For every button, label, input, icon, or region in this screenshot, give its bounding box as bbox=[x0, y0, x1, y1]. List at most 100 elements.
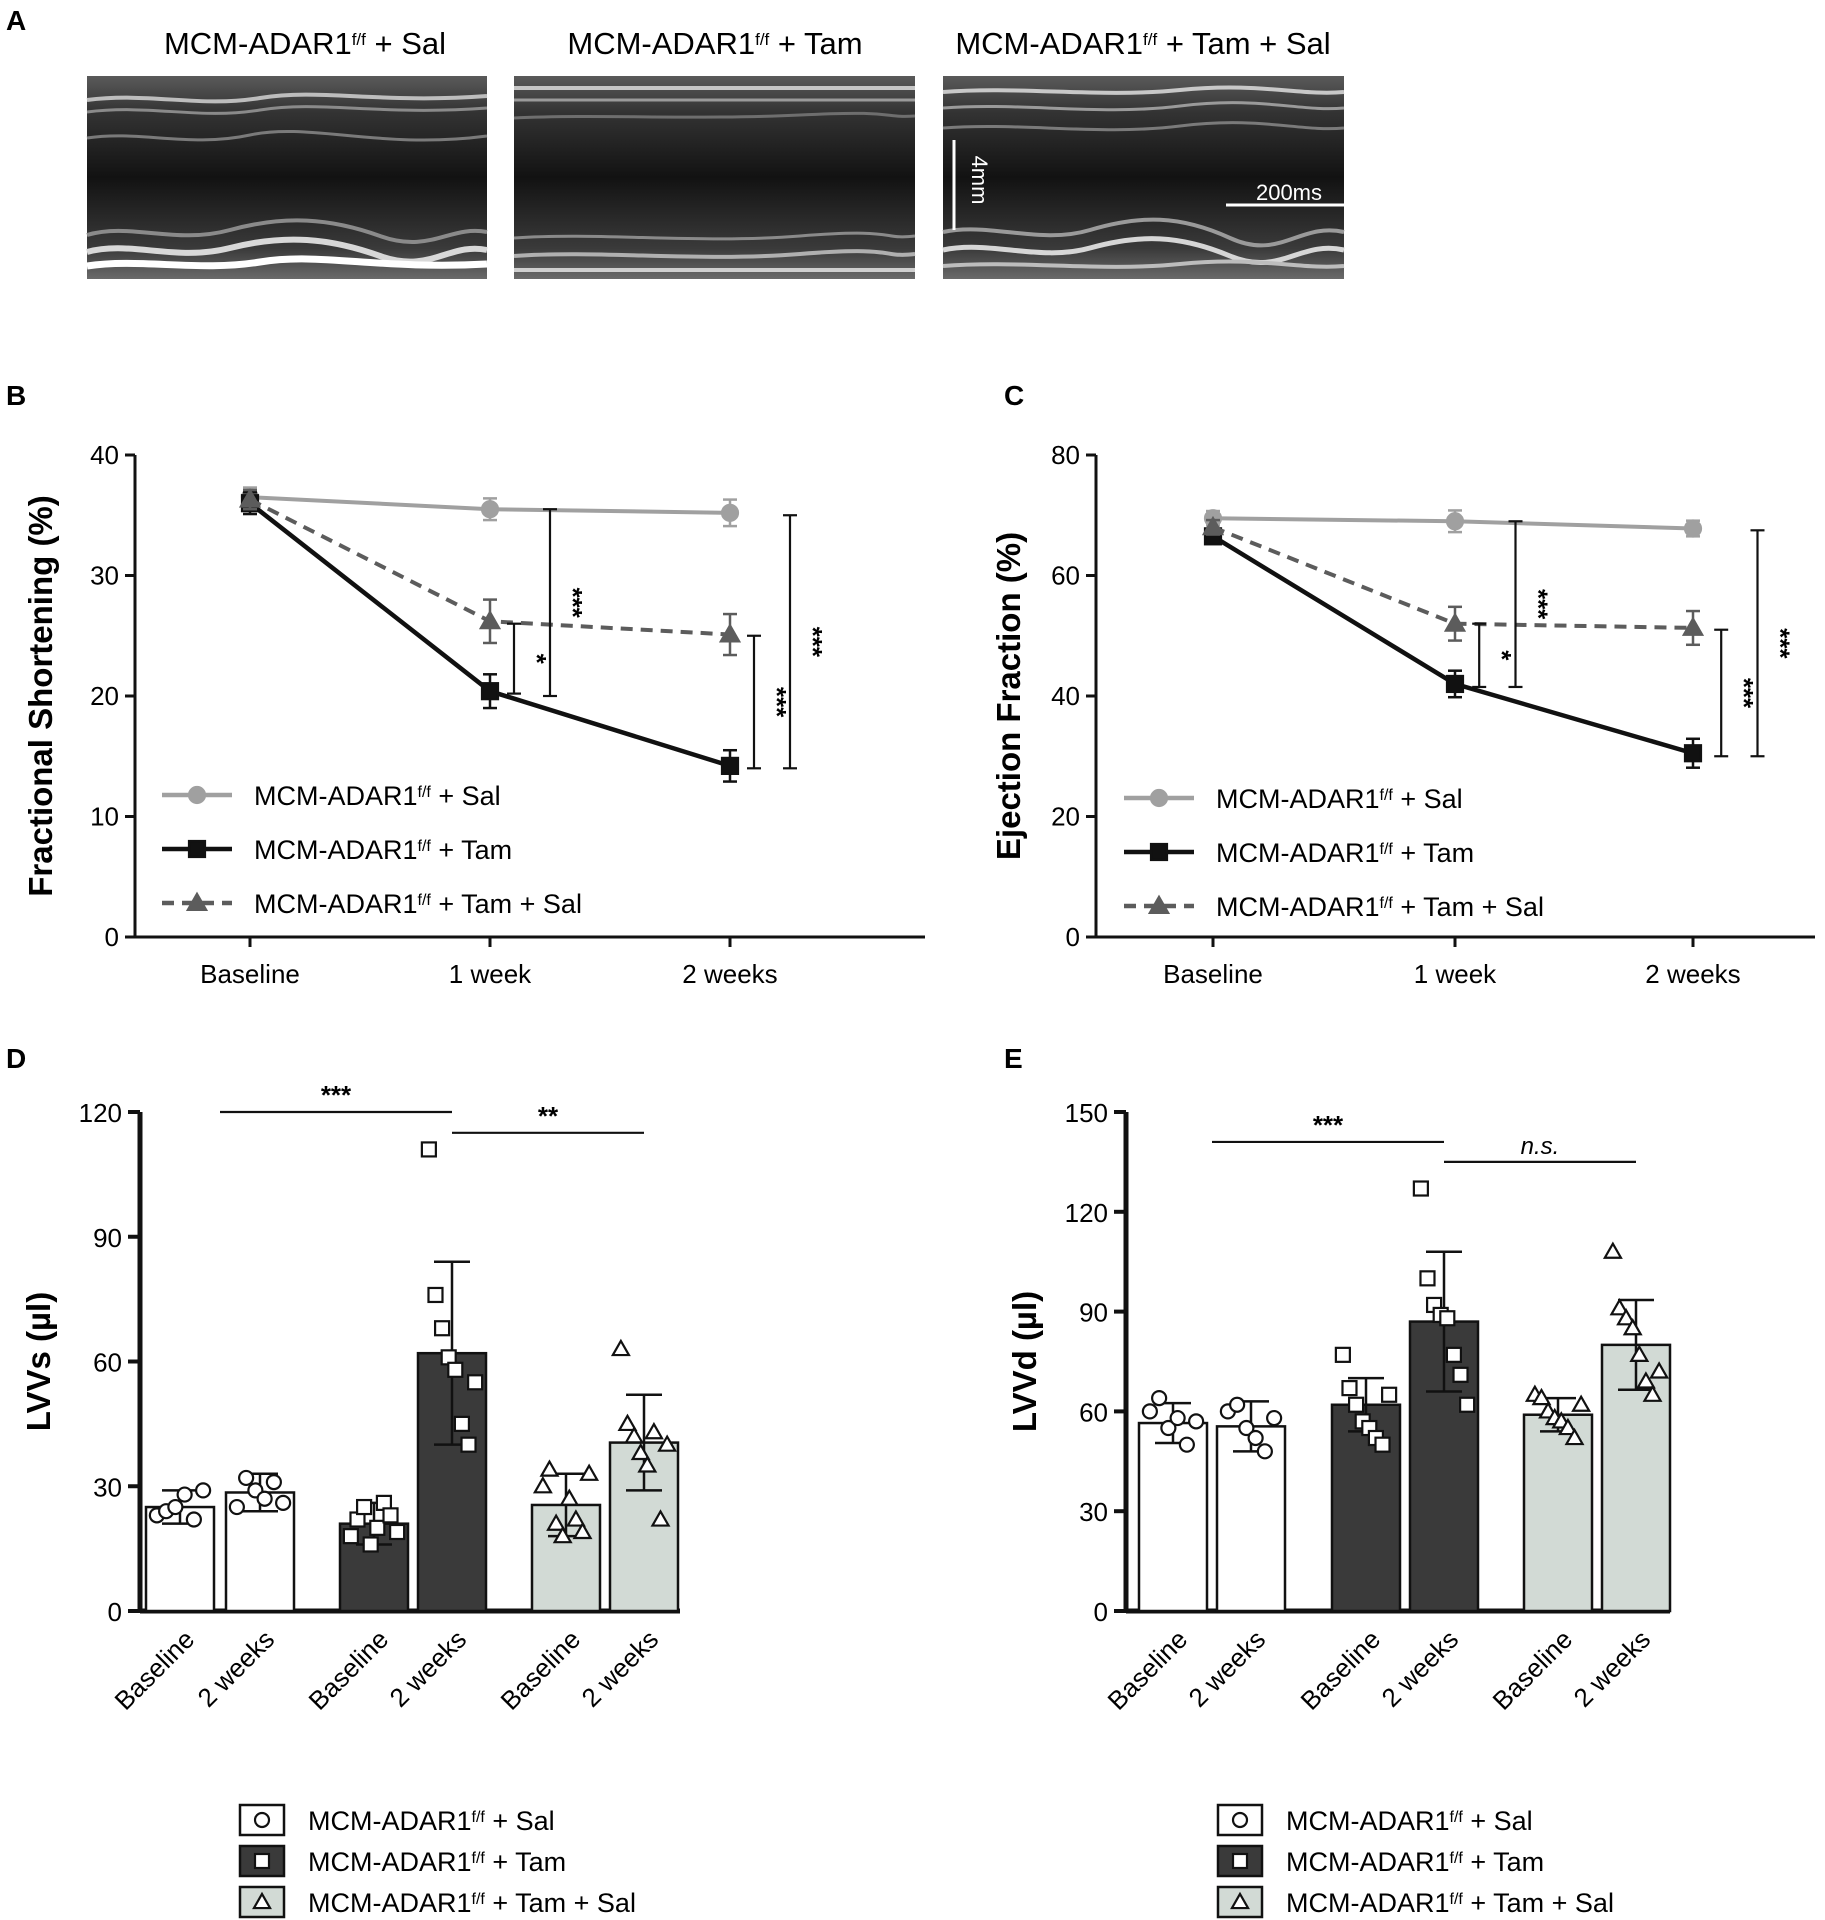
data-point-tam bbox=[433, 1320, 451, 1337]
bar-group-1 bbox=[144, 1482, 216, 1613]
x-tick-label: Baseline bbox=[1487, 1624, 1579, 1716]
data-point-tamsal bbox=[1681, 616, 1705, 636]
data-point-sal bbox=[1445, 512, 1465, 531]
panel-b-fractional-shortening-chart: B 0 10 20 30 40 Baseline 1 week 2 weeks Fractiona… bbox=[6, 380, 925, 989]
data-point-sal bbox=[275, 1494, 292, 1511]
legend-label-tamsal: MCM-ADAR1f/f + Tam + Sal bbox=[1286, 1888, 1614, 1918]
significance-bracket: ** bbox=[452, 1101, 644, 1134]
y-tick-label: 120 bbox=[79, 1098, 122, 1128]
data-point-tamsal bbox=[532, 1475, 553, 1494]
data-point-sal bbox=[1178, 1436, 1195, 1453]
series-sal bbox=[1203, 509, 1703, 538]
data-point-tam bbox=[1683, 744, 1703, 763]
bar-group-3 bbox=[1330, 1346, 1402, 1613]
series-line-tam bbox=[1211, 534, 1694, 756]
data-point-sal bbox=[228, 1498, 245, 1516]
significance-bracket: * bbox=[1472, 622, 1517, 689]
significance-label: *** bbox=[1729, 678, 1759, 709]
legend-label-tam: MCM-ADAR1f/f + Tam bbox=[1216, 838, 1474, 868]
data-point-tamsal bbox=[610, 1338, 631, 1357]
y-tick-label: 0 bbox=[105, 922, 119, 952]
x-tick-label: Baseline bbox=[1163, 959, 1263, 989]
panel-letter: B bbox=[6, 380, 26, 411]
data-point-tamsal bbox=[643, 1421, 664, 1440]
legend-label-sal: MCM-ADAR1f/f + Sal bbox=[1286, 1806, 1533, 1836]
x-tick-label: 1 week bbox=[1414, 959, 1497, 989]
y-axis-title: LVVs (µl) bbox=[20, 1292, 57, 1431]
data-point-tam bbox=[1445, 1346, 1463, 1363]
data-point-sal bbox=[720, 503, 740, 522]
bar-group-1 bbox=[1137, 1389, 1209, 1613]
y-tick-label: 40 bbox=[1051, 681, 1080, 711]
data-point-sal bbox=[195, 1482, 212, 1499]
legend-label-tamsal: MCM-ADAR1f/f + Tam + Sal bbox=[308, 1888, 636, 1918]
scale-label-horizontal: 200ms bbox=[1256, 180, 1322, 205]
echo-title-3: MCM-ADAR1f/f + Tam + Sal bbox=[955, 26, 1330, 61]
bar-group-3 bbox=[338, 1494, 410, 1613]
legend-label-tam: MCM-ADAR1f/f + Tam bbox=[1286, 1847, 1544, 1877]
data-point-tamsal bbox=[1571, 1394, 1592, 1412]
series-tam bbox=[1203, 527, 1703, 769]
echo-image-1: MCM-ADAR1f/f + Sal bbox=[86, 26, 488, 279]
bar-group-5 bbox=[530, 1459, 602, 1613]
data-point-tamsal bbox=[1602, 1241, 1623, 1259]
significance-label: ** bbox=[538, 1101, 559, 1131]
panel-a: A MCM-ADAR1f/f + Sal MCM-ADAR1f/f + Tam … bbox=[6, 5, 1345, 279]
significance-bracket: n.s. bbox=[1444, 1133, 1636, 1164]
echo-image-3: MCM-ADAR1f/f + Tam + Sal 4mm 200ms bbox=[942, 26, 1345, 279]
x-tick-label: Baseline bbox=[1295, 1624, 1387, 1716]
y-tick-label: 0 bbox=[1066, 922, 1080, 952]
data-point-sal bbox=[1141, 1403, 1158, 1420]
data-point-sal bbox=[1247, 1429, 1264, 1447]
x-tick-label: Baseline bbox=[495, 1624, 587, 1716]
y-tick-label: 20 bbox=[90, 681, 119, 711]
data-point-tam bbox=[447, 1361, 464, 1378]
data-point-tamsal bbox=[572, 1521, 593, 1540]
significance-label: *** bbox=[1313, 1110, 1344, 1140]
data-point-tam bbox=[1439, 1310, 1456, 1327]
x-tick-label: 2 weeks bbox=[682, 959, 777, 989]
legend-label-tam: MCM-ADAR1f/f + Tam bbox=[254, 835, 512, 865]
series-tamsal bbox=[238, 488, 742, 657]
data-point-tam bbox=[1412, 1180, 1429, 1197]
data-point-tam bbox=[1341, 1380, 1358, 1397]
data-point-tamsal bbox=[1629, 1344, 1650, 1362]
data-point-tamsal bbox=[1531, 1387, 1552, 1406]
x-tick-label: 2 weeks bbox=[576, 1624, 665, 1713]
data-point-sal bbox=[480, 500, 500, 519]
y-tick-label: 90 bbox=[93, 1223, 122, 1253]
data-point-tam bbox=[453, 1415, 471, 1432]
significance-bracket: *** bbox=[1714, 628, 1759, 758]
data-point-tam bbox=[1445, 674, 1465, 694]
legend-marker-tamsal bbox=[1147, 894, 1171, 915]
significance-bracket: *** bbox=[1212, 1110, 1444, 1144]
bar-group-5 bbox=[1522, 1384, 1594, 1613]
x-tick-label: 2 weeks bbox=[192, 1624, 281, 1713]
echo-image-2: MCM-ADAR1f/f + Tam bbox=[513, 26, 916, 279]
significance-label: *** bbox=[1524, 589, 1554, 620]
x-tick-label: 2 weeks bbox=[384, 1624, 473, 1713]
data-point-sal bbox=[167, 1498, 184, 1516]
y-tick-label: 150 bbox=[1065, 1098, 1108, 1128]
panel-letter: D bbox=[6, 1043, 26, 1074]
data-point-tam bbox=[1419, 1270, 1436, 1287]
data-point-tamsal bbox=[1564, 1427, 1585, 1446]
data-point-sal bbox=[256, 1490, 273, 1507]
data-point-tamsal bbox=[552, 1525, 573, 1544]
data-point-sal bbox=[238, 1469, 255, 1487]
data-point-tam bbox=[369, 1519, 386, 1536]
y-tick-label: 30 bbox=[1079, 1497, 1108, 1527]
significance-label: *** bbox=[321, 1080, 352, 1110]
data-point-tamsal bbox=[637, 1455, 658, 1473]
data-point-tam bbox=[342, 1528, 359, 1545]
series-sal bbox=[240, 486, 740, 528]
y-tick-label: 60 bbox=[1079, 1397, 1108, 1427]
legend-marker-tamsal bbox=[252, 1891, 272, 1910]
data-point-tam bbox=[480, 682, 500, 701]
y-tick-label: 90 bbox=[1079, 1298, 1108, 1328]
data-point-sal bbox=[176, 1486, 193, 1503]
legend-label-sal: MCM-ADAR1f/f + Sal bbox=[308, 1806, 555, 1836]
data-point-tamsal bbox=[1642, 1384, 1663, 1402]
